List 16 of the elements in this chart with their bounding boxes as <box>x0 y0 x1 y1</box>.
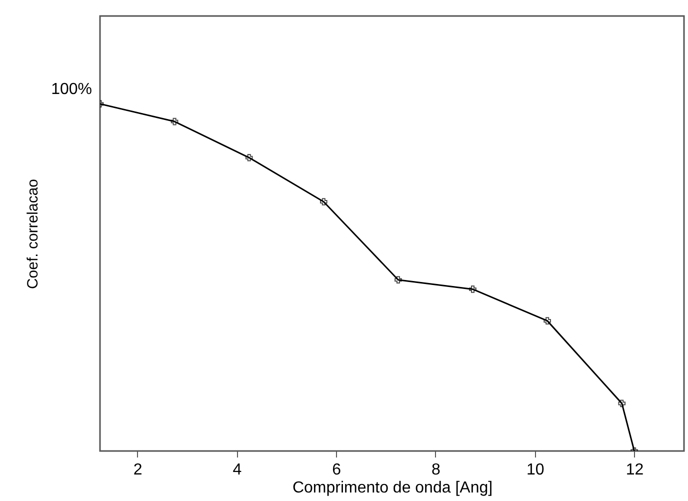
x-axis-title: Comprimento de onda [Ang] <box>292 480 493 496</box>
point <box>618 400 626 408</box>
x-tick-label: 6 <box>332 462 342 478</box>
x-tick-label: 2 <box>133 462 142 478</box>
point <box>170 118 178 126</box>
point <box>469 286 476 293</box>
x-tick-label: 12 <box>626 462 644 478</box>
point <box>245 154 253 162</box>
x-tick-label: 4 <box>232 462 242 478</box>
point <box>544 317 551 324</box>
x-tick-label: 10 <box>526 462 544 478</box>
y-axis-title: Coef. correlacao <box>24 178 42 290</box>
point <box>394 276 402 284</box>
point <box>320 198 328 206</box>
x-tick-label: 8 <box>432 462 441 478</box>
text: 100% <box>51 81 92 98</box>
